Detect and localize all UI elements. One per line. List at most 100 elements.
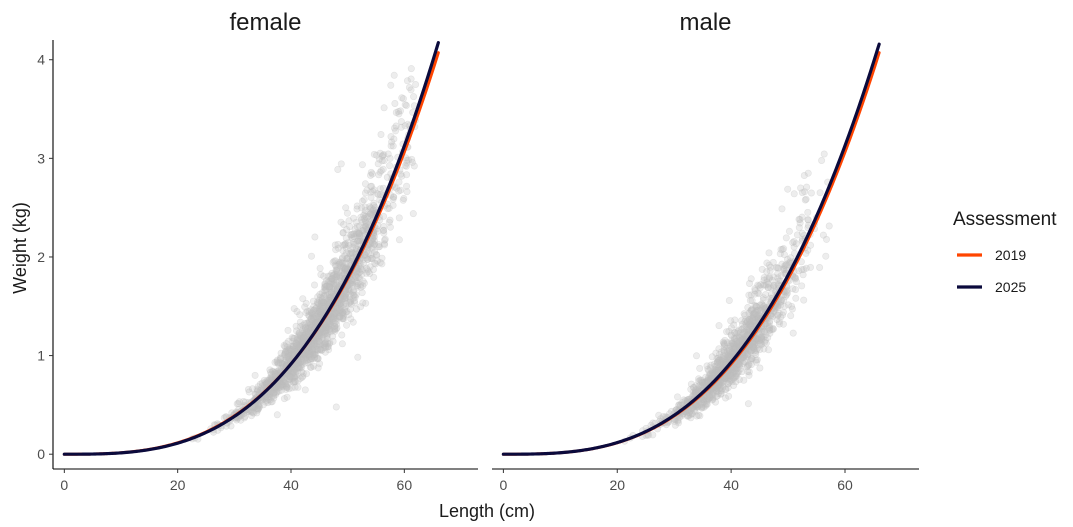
data-point bbox=[308, 355, 316, 363]
data-point bbox=[316, 306, 324, 314]
data-point bbox=[402, 162, 410, 170]
data-point bbox=[309, 322, 317, 330]
data-point bbox=[280, 381, 288, 389]
data-point bbox=[268, 373, 276, 381]
data-point bbox=[340, 305, 348, 313]
data-point bbox=[378, 152, 386, 160]
data-point bbox=[292, 340, 300, 348]
data-point bbox=[286, 373, 294, 381]
data-point bbox=[314, 299, 322, 307]
data-point bbox=[316, 302, 324, 310]
data-point bbox=[352, 305, 360, 313]
data-point bbox=[329, 337, 337, 345]
data-point bbox=[280, 377, 288, 385]
data-point bbox=[334, 307, 342, 315]
data-point bbox=[316, 333, 324, 341]
data-point bbox=[262, 380, 270, 388]
data-point bbox=[696, 364, 704, 372]
data-point bbox=[254, 405, 262, 413]
data-point bbox=[290, 345, 298, 353]
data-point bbox=[318, 335, 326, 343]
data-point bbox=[395, 214, 403, 222]
data-point bbox=[316, 290, 324, 298]
data-point bbox=[780, 251, 788, 259]
data-point bbox=[825, 222, 833, 230]
data-point bbox=[343, 321, 351, 329]
data-point bbox=[353, 282, 361, 290]
data-point bbox=[323, 297, 331, 305]
data-point bbox=[280, 351, 288, 359]
data-point bbox=[341, 265, 349, 273]
data-point bbox=[745, 309, 753, 317]
data-point bbox=[321, 284, 329, 292]
data-point bbox=[251, 390, 259, 398]
data-point bbox=[303, 331, 311, 339]
data-point bbox=[313, 298, 321, 306]
data-point bbox=[397, 186, 405, 194]
data-point bbox=[305, 319, 313, 327]
data-point bbox=[313, 342, 321, 350]
data-point bbox=[320, 328, 328, 336]
data-point bbox=[313, 314, 321, 322]
data-point bbox=[277, 355, 285, 363]
data-point bbox=[323, 339, 331, 347]
data-point bbox=[307, 348, 315, 356]
data-point bbox=[330, 276, 338, 284]
data-point bbox=[304, 328, 312, 336]
data-point bbox=[353, 202, 361, 210]
data-point bbox=[267, 398, 275, 406]
data-point bbox=[311, 348, 319, 356]
data-point bbox=[715, 322, 723, 330]
data-point bbox=[717, 390, 725, 398]
data-point bbox=[326, 293, 334, 301]
data-point bbox=[337, 307, 345, 315]
data-point bbox=[326, 294, 334, 302]
data-point bbox=[326, 339, 334, 347]
data-point bbox=[326, 313, 334, 321]
data-point bbox=[322, 323, 330, 331]
data-point bbox=[405, 84, 413, 92]
data-point bbox=[301, 331, 309, 339]
data-point bbox=[366, 205, 374, 213]
data-point bbox=[317, 333, 325, 341]
data-point bbox=[360, 215, 368, 223]
data-point bbox=[256, 380, 264, 388]
data-point bbox=[340, 292, 348, 300]
data-point bbox=[288, 346, 296, 354]
data-point bbox=[371, 248, 379, 256]
data-point bbox=[294, 363, 302, 371]
data-point bbox=[357, 303, 365, 311]
data-point bbox=[254, 386, 262, 394]
data-point bbox=[361, 203, 369, 211]
data-point bbox=[281, 350, 289, 358]
data-point bbox=[725, 392, 733, 400]
data-point bbox=[341, 241, 349, 249]
data-point bbox=[298, 368, 306, 376]
data-point bbox=[367, 204, 375, 212]
data-point bbox=[359, 227, 367, 235]
data-point bbox=[362, 269, 370, 277]
data-point bbox=[368, 245, 376, 253]
data-point bbox=[330, 313, 338, 321]
data-point bbox=[745, 279, 753, 287]
data-point bbox=[322, 322, 330, 330]
data-point bbox=[398, 94, 406, 102]
data-point bbox=[268, 375, 276, 383]
data-point bbox=[333, 269, 341, 277]
data-point bbox=[325, 293, 333, 301]
data-point bbox=[706, 364, 714, 372]
data-point bbox=[319, 334, 327, 342]
data-point bbox=[370, 241, 378, 249]
data-point bbox=[307, 353, 315, 361]
data-point bbox=[301, 324, 309, 332]
data-point bbox=[292, 339, 300, 347]
data-point bbox=[321, 340, 329, 348]
data-point bbox=[318, 303, 326, 311]
data-point bbox=[293, 341, 301, 349]
y-tick-label: 3 bbox=[37, 150, 45, 166]
data-point bbox=[392, 109, 400, 117]
data-point bbox=[267, 374, 275, 382]
data-point bbox=[254, 405, 262, 413]
data-point bbox=[306, 344, 314, 352]
x-tick-label: 40 bbox=[723, 477, 739, 493]
